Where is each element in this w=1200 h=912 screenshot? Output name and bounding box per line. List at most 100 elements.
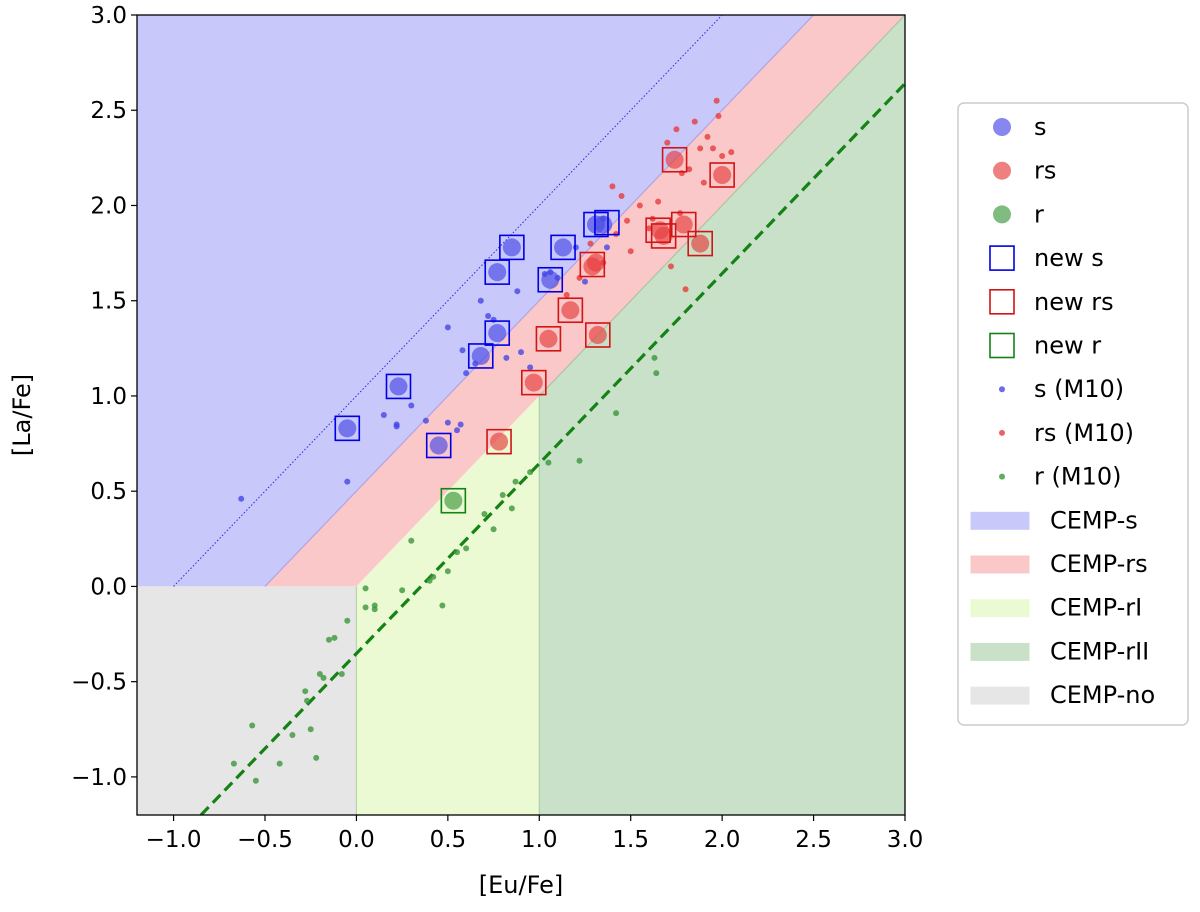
y-tick-label: 1.5 [90, 289, 127, 315]
region-cemp-rs [265, 15, 905, 587]
point-rs-m10 [704, 133, 711, 140]
point-rs-m10 [655, 198, 662, 205]
region-cemp-no [137, 586, 357, 815]
point-r-m10 [249, 722, 256, 729]
point-new-s [425, 432, 452, 459]
point-r-m10 [426, 577, 433, 584]
legend-marker-s [993, 118, 1011, 136]
x-tick-label: 2.5 [795, 827, 832, 853]
point-r-m10 [399, 587, 406, 594]
region-cemp-s [137, 15, 814, 587]
point-rs-m10 [719, 152, 726, 159]
x-tick-label: 1.5 [612, 827, 649, 853]
point-s [488, 263, 507, 282]
point-r-m10 [276, 760, 283, 767]
point-s [488, 324, 507, 343]
point-r-m10 [304, 697, 311, 704]
point-new-rs [486, 428, 512, 455]
point-new-rs [687, 230, 714, 257]
legend-label-new-rs: new rs [1034, 288, 1114, 316]
point-r-m10 [508, 505, 515, 512]
region-cemp-ri [356, 395, 540, 815]
point-r-m10 [344, 617, 351, 624]
point-new-rs [535, 326, 562, 352]
point-new-s [484, 259, 511, 285]
point-new-s [550, 234, 576, 261]
x-tick-label: 0.0 [338, 827, 375, 853]
point-rs [674, 215, 693, 234]
x-axis-label: [Eu/Fe] [479, 871, 563, 899]
legend-patch-cemp-s [970, 511, 1030, 530]
legend-marker-rs-m10 [999, 429, 1005, 436]
legend-label-s: s [1034, 113, 1047, 141]
point-r-m10 [362, 604, 369, 611]
point-s-m10 [344, 478, 351, 485]
point-r-m10 [463, 545, 470, 552]
point-r-m10 [444, 568, 451, 575]
point-r-m10 [289, 732, 296, 738]
point-new-s [499, 234, 525, 261]
point-r-m10 [316, 671, 323, 678]
legend-label-rs: rs [1034, 157, 1056, 185]
point-rs-m10 [682, 286, 689, 293]
point-r-m10 [230, 760, 237, 767]
legend-label-new-s: new s [1034, 244, 1104, 272]
legend-label-cemp-no: CEMP-no [1050, 681, 1155, 709]
y-tick-label: 0.0 [90, 574, 127, 600]
legend: s rs r new s new rs new r s (M10) rs (M10) r (M1… [957, 102, 1189, 726]
point-s-m10 [422, 417, 429, 424]
point-rs-m10 [636, 202, 643, 209]
x-tick-label: −0.5 [237, 827, 293, 853]
point-rs-m10 [686, 166, 693, 173]
legend-patch-cemp-no [970, 686, 1030, 705]
point-s-m10 [503, 354, 510, 361]
point-new-rs [645, 217, 671, 244]
cemp-regions [137, 15, 905, 815]
point-s [594, 215, 613, 234]
point-r-m10 [613, 410, 620, 417]
legend-frame [957, 102, 1189, 726]
point-r-m10 [499, 492, 506, 498]
point-r-m10 [408, 537, 415, 544]
legend-marker-new-rs [989, 288, 1015, 315]
point-rs-m10 [563, 292, 570, 298]
point-s-m10 [454, 427, 460, 434]
point-s [389, 377, 408, 396]
plot-frame [136, 14, 906, 816]
legend-marker-r [993, 205, 1011, 224]
point-r-m10 [527, 469, 534, 476]
point-rs-m10 [673, 126, 680, 133]
point-s-m10 [459, 347, 466, 354]
point-s-m10 [444, 419, 451, 426]
y-tick-label: −1.0 [71, 765, 127, 791]
point-rs [524, 373, 543, 392]
y-tick-label: 0.5 [90, 479, 127, 505]
point-rs [654, 226, 673, 245]
point-new-rs [670, 211, 697, 238]
point-s-m10 [514, 288, 521, 295]
point-r-m10 [302, 688, 309, 695]
point-r-m10 [481, 511, 488, 518]
point-rs-m10 [713, 97, 720, 104]
point-rs [561, 301, 580, 320]
point-r-m10 [326, 636, 332, 643]
point-r-m10 [362, 585, 369, 592]
y-tick-label: −0.5 [71, 670, 127, 696]
point-s-m10 [527, 364, 534, 371]
point-s-m10 [477, 297, 484, 304]
point-rs [691, 234, 710, 253]
point-s-m10 [380, 412, 387, 418]
point-new-rs [584, 322, 611, 348]
point-s-m10 [457, 421, 464, 428]
point-s [338, 419, 357, 438]
point-r-m10 [512, 478, 519, 485]
y-tick-label: 2.5 [90, 98, 127, 124]
point-rs [586, 253, 605, 272]
data-points [230, 97, 735, 784]
legend-patch-cemp-rs [970, 555, 1030, 574]
point-new-s [537, 266, 564, 293]
point-r-m10 [576, 457, 583, 464]
point-r-m10 [545, 459, 552, 466]
point-s [554, 238, 573, 257]
